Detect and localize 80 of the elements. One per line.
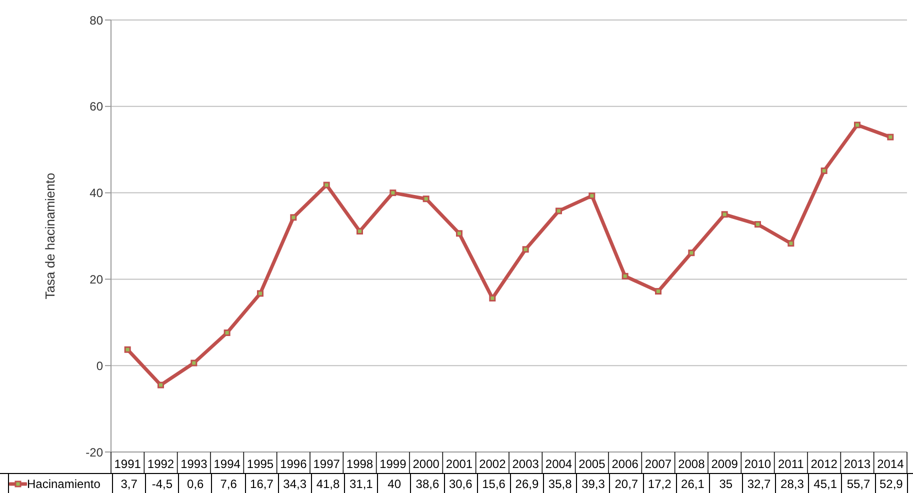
x-tick-label: 1998: [346, 457, 374, 471]
point: [390, 190, 396, 196]
x-tick-label: 1997: [313, 457, 340, 471]
y-tick-label: 40: [90, 186, 104, 200]
point: [356, 228, 363, 234]
data-label: 38,6: [410, 474, 444, 493]
point: [688, 250, 695, 256]
x-tick-label: 1999: [380, 457, 407, 471]
data-label: 32,7: [742, 474, 776, 493]
x-tick-label: 1991: [114, 457, 142, 471]
point: [588, 192, 596, 200]
data-label: 31,1: [344, 474, 378, 493]
point: [887, 134, 894, 140]
point: [422, 196, 430, 202]
x-tick-label: 2014: [877, 457, 904, 471]
x-tick-label: 2008: [678, 457, 706, 471]
point: [158, 382, 164, 388]
x-tick-label: 2001: [446, 457, 473, 471]
point: [854, 122, 860, 128]
data-label: 20,7: [609, 474, 642, 493]
data-label: 39,3: [576, 474, 610, 493]
point: [522, 246, 529, 253]
data-label: 26,9: [510, 474, 544, 493]
x-tick-label: 1995: [246, 457, 274, 471]
point: [190, 360, 198, 366]
point: [489, 294, 496, 302]
x-tick-label: 2012: [810, 457, 838, 471]
legend-label: Hacinamiento: [27, 477, 100, 491]
y-tick-label: 80: [90, 13, 104, 28]
x-tick-label: 2000: [412, 457, 440, 471]
data-label: 30,6: [444, 474, 477, 493]
point: [290, 214, 297, 221]
point: [224, 330, 230, 336]
data-label: 35: [708, 474, 742, 493]
x-tick-label: 2009: [711, 457, 738, 471]
data-label: 16,7: [244, 474, 278, 493]
y-tick-label: 60: [90, 100, 104, 114]
data-label: 40: [377, 474, 410, 493]
x-tick-label: 2011: [778, 457, 804, 471]
data-label: 26,1: [676, 474, 709, 493]
x-tick-label: 2010: [744, 457, 772, 471]
point: [323, 182, 330, 188]
point: [788, 240, 794, 247]
data-label: 7,6: [211, 474, 245, 493]
point: [257, 290, 264, 297]
y-tick-label: 20: [90, 272, 104, 286]
x-tick-label: 1992: [147, 457, 174, 471]
y-tick-label: -20: [86, 445, 104, 460]
data-label: 34,3: [278, 474, 311, 493]
x-tick-label: 2004: [545, 457, 572, 471]
data-label: 0,6: [178, 474, 212, 493]
data-label: 28,3: [775, 474, 808, 493]
point: [820, 168, 828, 174]
data-label: 35,8: [543, 474, 576, 493]
point: [456, 230, 462, 237]
data-label: 55,7: [841, 474, 875, 493]
x-tick-label: 2005: [578, 457, 606, 471]
point: [721, 211, 728, 218]
point: [655, 288, 662, 295]
y-tick-label: 0: [96, 358, 104, 373]
y-axis-title: Tasa de hacinamiento: [42, 172, 58, 300]
x-tick-label: 1994: [214, 457, 241, 471]
data-label: 41,8: [310, 474, 344, 493]
point: [754, 221, 761, 228]
point: [556, 208, 562, 214]
data-label: 45,1: [808, 474, 842, 493]
x-tick-label: 2013: [844, 457, 871, 471]
data-label: 15,6: [476, 474, 510, 493]
data-label: 17,2: [642, 474, 676, 493]
x-tick-label: 2003: [512, 457, 540, 471]
point: [622, 272, 628, 280]
point: [124, 346, 131, 353]
data-label: 3,7: [112, 474, 146, 493]
data-label: 52,9: [874, 474, 908, 493]
x-tick-label: 1993: [180, 457, 208, 471]
x-tick-label: 2007: [644, 457, 672, 471]
x-tick-label: 1996: [280, 457, 308, 471]
x-tick-label: 2002: [479, 457, 506, 471]
x-tick-label: 2006: [612, 457, 639, 471]
data-label: -4,5: [145, 474, 178, 493]
